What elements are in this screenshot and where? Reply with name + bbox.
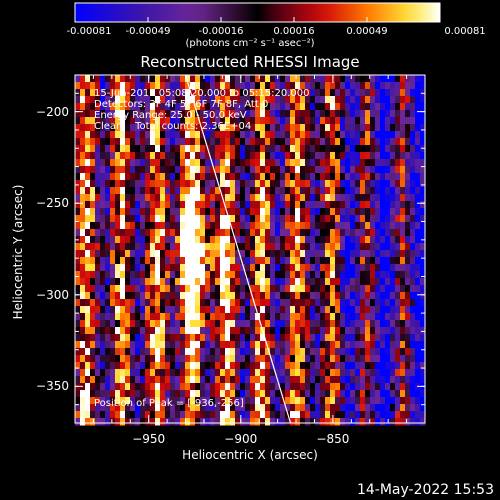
y-tick-label: −250	[36, 196, 69, 211]
annotation-detectors: Detectors: 3F 4F 5F 6F 7F 8F, Att 0	[94, 99, 269, 110]
y-tick-label: −350	[36, 379, 69, 394]
solar-limb-line	[184, 74, 292, 424]
chart-title: Reconstructed RHESSI Image	[140, 53, 360, 71]
x-tick-label: −850	[316, 432, 350, 446]
timestamp: 14-May-2022 15:53	[356, 482, 494, 498]
colorbar-tick-label: -0.00049	[125, 26, 171, 37]
plot-frame	[74, 74, 426, 424]
colorbar-units-label: (photons cm⁻² s⁻¹ asec⁻²)	[185, 38, 315, 49]
annotation-peak-position: Position of Peak = [-936,-256]	[94, 398, 244, 409]
y-tick-label: −200	[36, 104, 69, 119]
heatmap-cells	[75, 75, 426, 426]
colorbar-tick-label: 0.00049	[346, 26, 388, 37]
colorbar-gradient	[74, 2, 441, 23]
colorbar-tick-label: -0.00081	[66, 26, 112, 37]
colorbar	[74, 2, 441, 23]
annotation-time-range: 15-Jun-2013 05:08:20.000 to 05:15:20.000	[94, 88, 310, 99]
annotation-clean-counts: Clean Total counts: 2.36E+04	[94, 121, 252, 132]
y-axis-label: Heliocentric Y (arcsec)	[11, 184, 25, 320]
colorbar-tick-label: -0.00016	[198, 26, 244, 37]
annotation-energy-range: Energy Range: 25.0 - 50.0 keV	[94, 110, 247, 121]
x-tick-label: −950	[132, 432, 166, 446]
y-tick-label: −300	[36, 287, 69, 302]
colorbar-tick-label: 0.00016	[273, 26, 315, 37]
x-axis-label: Heliocentric X (arcsec)	[182, 448, 318, 462]
colorbar-tick-label: 0.00081	[444, 26, 486, 37]
x-tick-label: −900	[224, 432, 258, 446]
